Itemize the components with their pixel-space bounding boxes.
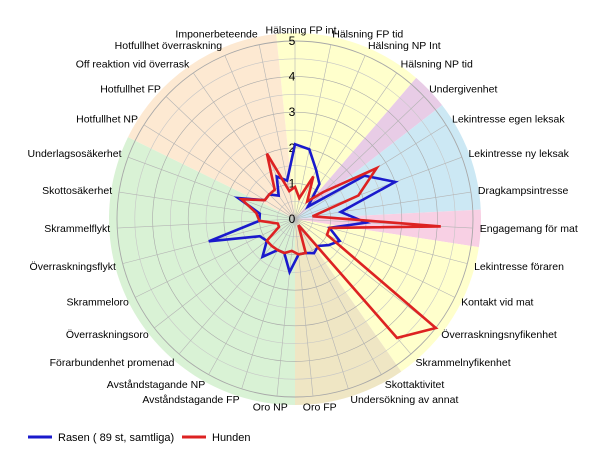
legend-label-1: Hunden: [212, 432, 251, 444]
category-label-27: Hotfullhet FP: [100, 83, 161, 95]
category-label-20: Överraskningsoro: [66, 329, 149, 341]
category-label-10: Kontakt vid mat: [461, 297, 533, 309]
category-label-28: Off reaktion vid överrask: [76, 58, 190, 70]
data-series: [208, 142, 441, 340]
grid-spoke-25: [127, 156, 296, 220]
tick-label-1: 1: [289, 176, 296, 190]
tick-label-5: 5: [289, 34, 296, 48]
category-label-1: Hälsning FP tid: [332, 28, 403, 40]
category-label-0: Hälsning FP int: [265, 25, 336, 37]
category-label-24: Skottosäkerhet: [42, 185, 112, 197]
category-label-14: Undersökning av annat: [350, 394, 458, 406]
background-sector-4: [295, 219, 479, 372]
category-label-22: Överraskningsflykt: [30, 261, 116, 273]
grid-spoke-10: [294, 218, 455, 298]
category-label-13: Skottaktivitet: [385, 379, 445, 391]
tick-label-2: 2: [289, 141, 296, 155]
tick-label-4: 4: [289, 70, 296, 84]
grid-spoke-1: [294, 44, 332, 220]
category-label-5: Lekintresse egen leksak: [452, 114, 565, 126]
background-sector-0: [276, 33, 417, 220]
grid-spoke-8: [294, 218, 473, 229]
grid-spoke-11: [294, 218, 436, 329]
tick-label-3: 3: [289, 105, 296, 119]
grid-spoke-7: [294, 191, 471, 220]
legend-label-0: Rasen ( 89 st, samtliga): [58, 432, 174, 444]
category-label-12: Skrammelnyfikenhet: [416, 357, 511, 369]
grid-spoke-6: [294, 156, 463, 220]
category-label-30: Imponerbeteende: [175, 28, 257, 40]
category-label-3: Hälsning NP tid: [401, 58, 473, 70]
grid-spoke-19: [178, 218, 296, 355]
category-label-4: Undergivenhet: [429, 83, 497, 95]
category-label-6: Lekintresse ny leksak: [468, 148, 569, 160]
category-label-9: Lekintresse föraren: [474, 261, 564, 273]
grid-spoke-4: [294, 96, 425, 220]
tick-label-0: 0: [289, 212, 296, 226]
grid-spoke-3: [294, 72, 397, 220]
grid-spoke-9: [294, 218, 468, 264]
grid-spoke-27: [165, 96, 296, 220]
category-label-2: Hälsning NP Int: [368, 40, 441, 52]
series-line-1: [238, 152, 441, 340]
grid-spoke-15: [294, 218, 314, 397]
grid-spoke-16: [276, 218, 296, 397]
grid-spoke-29: [224, 55, 296, 220]
grid-spoke-13: [294, 218, 382, 375]
grid-spoke-24: [119, 191, 296, 220]
radial-tick-labels: 0 1 2 3 4 5: [289, 34, 296, 226]
category-label-17: Avståndstagande FP: [142, 394, 239, 406]
legend: Rasen ( 89 st, samtliga) Hunden: [28, 432, 251, 444]
grid-spoke-26: [143, 124, 296, 220]
grid-spoke-2: [294, 55, 366, 220]
grid-spoke-17: [241, 218, 296, 389]
category-label-26: Hotfullhet NP: [76, 114, 138, 126]
category-label-8: Engagemang för mat: [480, 223, 578, 235]
category-label-7: Dragkampsintresse: [478, 185, 569, 197]
category-label-11: Överraskningsnyfikenhet: [441, 329, 557, 341]
category-label-15: Oro FP: [303, 402, 337, 414]
category-label-25: Underlagsosäkerhet: [28, 148, 122, 160]
category-label-16: Oro NP: [253, 402, 288, 414]
grid-spoke-21: [135, 218, 296, 298]
category-label-29: Hotfullhet överraskning: [115, 40, 223, 52]
grid-spoke-18: [208, 218, 296, 375]
category-label-18: Avståndstagande NP: [107, 379, 205, 391]
category-label-19: Förarbundenhet promenad: [50, 357, 175, 369]
category-label-21: Skrammeloro: [66, 297, 129, 309]
category-label-23: Skrammelflykt: [44, 223, 110, 235]
